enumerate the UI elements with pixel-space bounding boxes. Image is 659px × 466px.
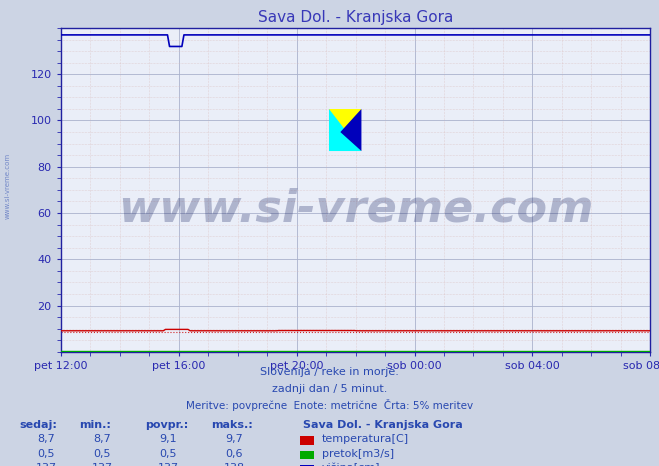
Polygon shape	[329, 109, 361, 151]
Text: 8,7: 8,7	[94, 434, 111, 444]
Text: www.si-vreme.com: www.si-vreme.com	[118, 188, 593, 231]
Text: 0,5: 0,5	[159, 449, 177, 459]
Polygon shape	[340, 109, 361, 151]
Text: zadnji dan / 5 minut.: zadnji dan / 5 minut.	[272, 384, 387, 394]
Text: povpr.:: povpr.:	[145, 420, 188, 430]
Text: pretok[m3/s]: pretok[m3/s]	[322, 449, 393, 459]
Text: 137: 137	[158, 463, 179, 466]
Text: 137: 137	[92, 463, 113, 466]
Text: 0,5: 0,5	[38, 449, 55, 459]
Bar	[329, 109, 361, 151]
Text: Slovenija / reke in morje.: Slovenija / reke in morje.	[260, 367, 399, 377]
Text: Meritve: povprečne  Enote: metrične  Črta: 5% meritev: Meritve: povprečne Enote: metrične Črta:…	[186, 399, 473, 411]
Text: temperatura[C]: temperatura[C]	[322, 434, 409, 444]
Text: 8,7: 8,7	[38, 434, 55, 444]
Text: 9,1: 9,1	[159, 434, 177, 444]
Text: maks.:: maks.:	[211, 420, 252, 430]
Text: www.si-vreme.com: www.si-vreme.com	[5, 153, 11, 219]
Text: višina[cm]: višina[cm]	[322, 463, 380, 466]
Text: 138: 138	[223, 463, 244, 466]
Text: Sava Dol. - Kranjska Gora: Sava Dol. - Kranjska Gora	[303, 420, 463, 430]
Text: 0,5: 0,5	[94, 449, 111, 459]
Title: Sava Dol. - Kranjska Gora: Sava Dol. - Kranjska Gora	[258, 10, 453, 26]
Text: 137: 137	[36, 463, 57, 466]
Text: 0,6: 0,6	[225, 449, 243, 459]
Text: sedaj:: sedaj:	[20, 420, 57, 430]
Text: min.:: min.:	[79, 420, 111, 430]
Text: 9,7: 9,7	[225, 434, 243, 444]
